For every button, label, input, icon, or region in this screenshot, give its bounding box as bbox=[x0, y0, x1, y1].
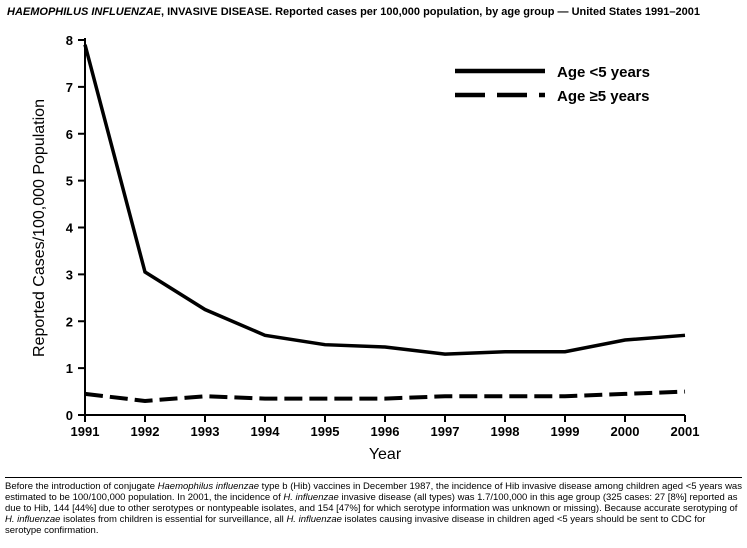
footnote-segment-italic: H. influenzae bbox=[5, 513, 61, 525]
series-line-dashed bbox=[84, 389, 686, 403]
x-tick-label: 1998 bbox=[491, 424, 520, 439]
footnote-segment: invasive disease (all types) was 1.7/100… bbox=[5, 491, 738, 514]
figure-title-species: HAEMOPHILUS INFLUENZAE bbox=[7, 6, 161, 18]
footnote-segment-italic: H. influenzae bbox=[286, 513, 342, 525]
x-tick-label: 2001 bbox=[671, 424, 700, 439]
footnote-segment: isolates causing invasive disease in chi… bbox=[5, 513, 706, 536]
x-tick-label: 1994 bbox=[251, 424, 281, 439]
footnote-segment: type b (Hib) vaccines in December 1987, … bbox=[5, 481, 742, 503]
x-tick-label: 1997 bbox=[431, 424, 460, 439]
x-tick-label: 1999 bbox=[551, 424, 580, 439]
x-tick-label: 1991 bbox=[71, 424, 100, 439]
footnote-segment-italic: Haemophilus influenzae bbox=[157, 481, 260, 492]
y-tick-label: 8 bbox=[66, 33, 73, 48]
y-tick-label: 4 bbox=[66, 221, 74, 236]
series-line-solid bbox=[83, 44, 686, 356]
legend-label-over5: Age ≥5 years bbox=[557, 88, 649, 105]
y-tick-label: 6 bbox=[66, 127, 73, 142]
figure-title-rest: , INVASIVE DISEASE. Reported cases per 1… bbox=[161, 6, 700, 18]
x-tick-label: 1995 bbox=[311, 424, 340, 439]
y-tick-label: 7 bbox=[66, 80, 73, 95]
y-tick-label: 1 bbox=[66, 361, 73, 376]
chart-svg: Age <5 years Age ≥5 years Reported Cases… bbox=[31, 33, 700, 463]
footnote-segment: isolates from children is essential for … bbox=[60, 513, 287, 525]
x-tick-label: 1992 bbox=[131, 424, 160, 439]
x-tick-label: 2000 bbox=[611, 424, 640, 439]
figure-title: HAEMOPHILUS INFLUENZAE, INVASIVE DISEASE… bbox=[7, 6, 742, 18]
x-tick-label: 1996 bbox=[371, 424, 400, 439]
x-axis-title: Year bbox=[369, 446, 402, 463]
footnote-segment-italic: H. influenzae bbox=[283, 491, 339, 503]
y-tick-label: 5 bbox=[66, 174, 73, 189]
footnote-text: Before the introduction of conjugate Hae… bbox=[5, 481, 743, 537]
y-tick-label: 3 bbox=[66, 267, 73, 282]
legend-label-under5: Age <5 years bbox=[557, 64, 650, 81]
y-tick-label: 0 bbox=[66, 408, 73, 423]
x-tick-label: 1993 bbox=[191, 424, 220, 439]
y-tick-label: 2 bbox=[66, 314, 73, 329]
footnote-segment: Before the introduction of conjugate bbox=[5, 481, 158, 492]
y-axis-title: Reported Cases/100,000 Population bbox=[31, 99, 48, 357]
footnote-divider bbox=[5, 477, 742, 478]
